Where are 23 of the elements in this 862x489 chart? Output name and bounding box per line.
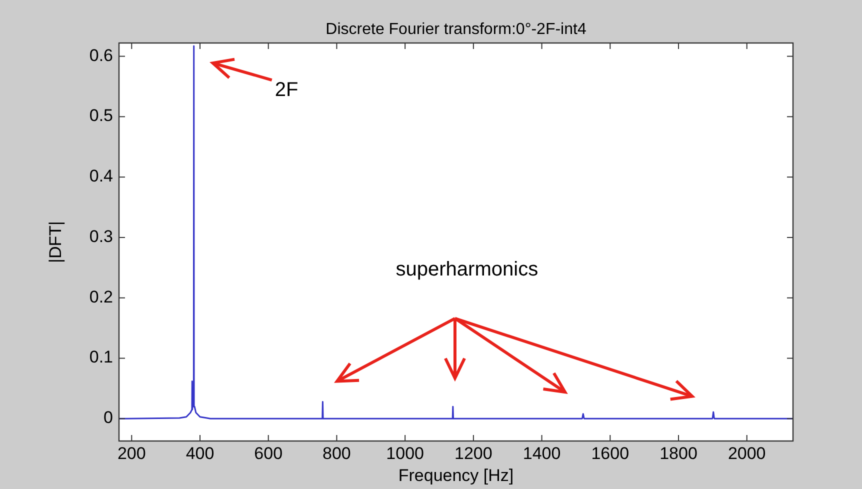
y-tick-label: 0.1 <box>89 348 113 367</box>
y-tick-label: 0.3 <box>89 226 113 246</box>
x-tick-label: 1600 <box>591 444 630 463</box>
y-axis-title: |DFT| <box>46 221 65 263</box>
y-tick-label: 0.4 <box>89 166 113 186</box>
x-tick-label: 200 <box>117 444 146 463</box>
y-tick-label: 0.2 <box>89 287 113 306</box>
x-tick-label: 1400 <box>522 444 561 463</box>
x-tick-label: 800 <box>322 444 351 463</box>
x-tick-label: 1200 <box>454 444 492 463</box>
annotation: 2F <box>274 79 298 102</box>
chart-title: Discrete Fourier transform:0°-2F-int4 <box>326 21 586 38</box>
x-tick-label: 1000 <box>386 444 424 463</box>
x-tick-label: 400 <box>186 444 214 463</box>
x-tick-label: 1800 <box>660 444 698 463</box>
y-tick-label: 0 <box>104 408 113 428</box>
x-tick-label: 600 <box>254 444 283 463</box>
line-series <box>118 45 794 420</box>
x-tick-label: 2000 <box>728 444 766 463</box>
y-tick-label: 0.6 <box>89 46 113 65</box>
y-tick-label: 0.5 <box>89 106 113 126</box>
annotation: superharmonics <box>396 258 538 280</box>
x-axis-title: Frequency [Hz] <box>398 466 514 485</box>
